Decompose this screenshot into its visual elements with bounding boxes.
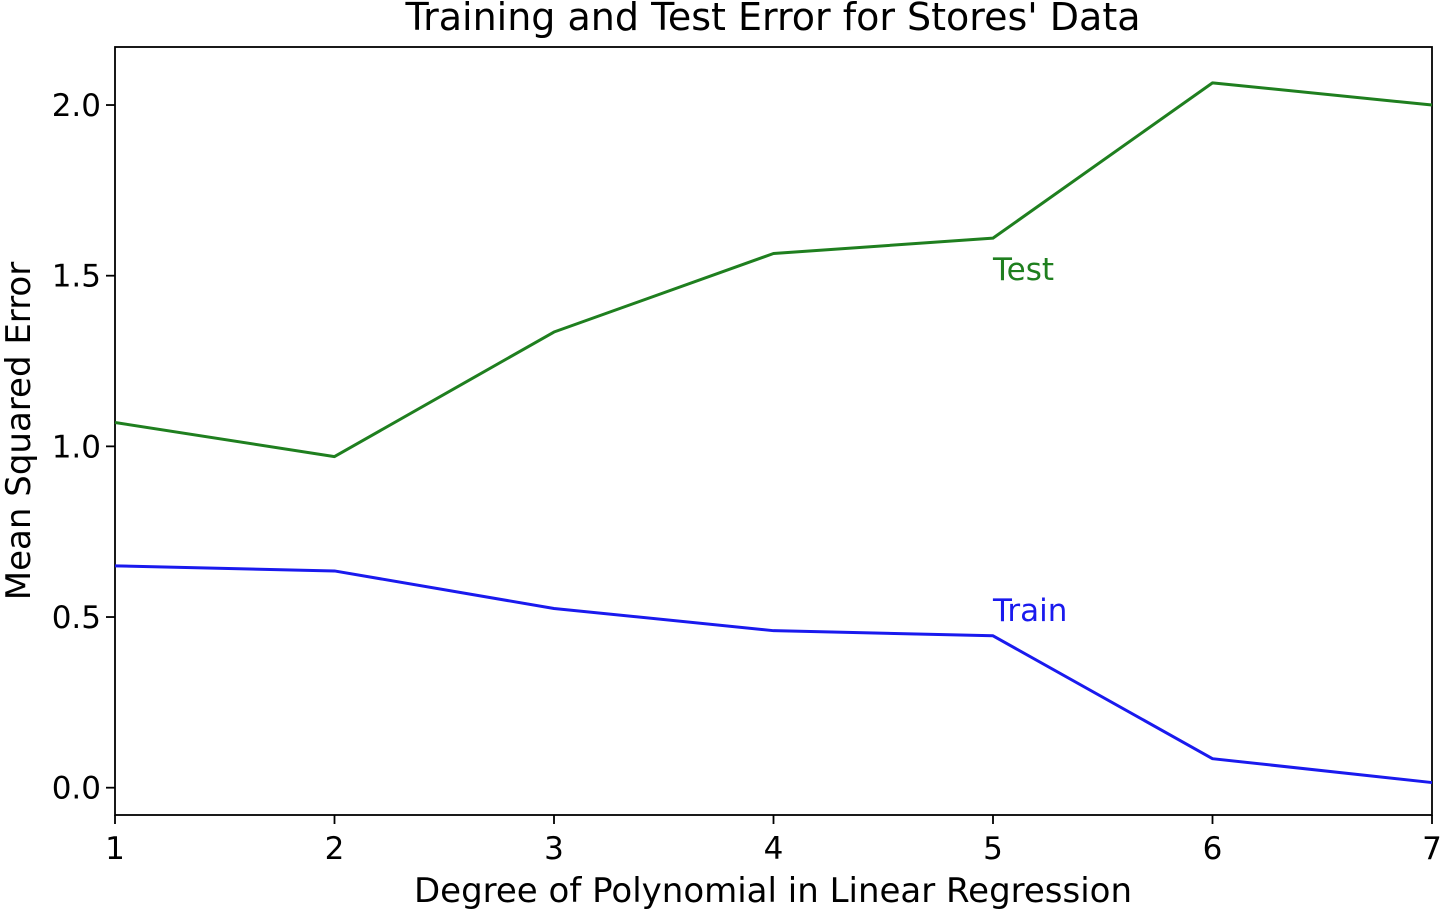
- y-tick-label: 0.5: [52, 600, 101, 636]
- series-layer: [114, 81, 1433, 785]
- x-tick-label: 3: [544, 831, 564, 867]
- annotation-train: Train: [992, 593, 1067, 629]
- y-axis-title: Mean Squared Error: [0, 262, 39, 600]
- y-tick-label: 1.5: [52, 259, 101, 295]
- plot-frame: [114, 46, 1433, 816]
- x-tick-label: 1: [105, 831, 125, 867]
- y-tick-label: 1.0: [52, 429, 101, 465]
- y-tick-label: 0.0: [52, 771, 101, 807]
- y-axis: 0.0 0.5 1.0 1.5 2.0: [52, 88, 115, 807]
- x-tick-label: 5: [983, 831, 1003, 867]
- annotation-layer: Test Train: [992, 252, 1067, 629]
- series-line-test: [114, 81, 1433, 459]
- y-tick-label: 2.0: [52, 88, 101, 124]
- x-tick-label: 4: [764, 831, 784, 867]
- x-tick-label: 2: [325, 831, 345, 867]
- x-tick-label: 7: [1422, 831, 1440, 867]
- x-tick-label: 6: [1203, 831, 1223, 867]
- chart-title: Training and Test Error for Stores' Data: [404, 0, 1140, 39]
- x-axis-title: Degree of Polynomial in Linear Regressio…: [414, 871, 1132, 911]
- series-line-train: [114, 564, 1433, 785]
- x-axis: 1 2 3 4 5 6 7: [105, 815, 1440, 867]
- annotation-test: Test: [992, 252, 1054, 288]
